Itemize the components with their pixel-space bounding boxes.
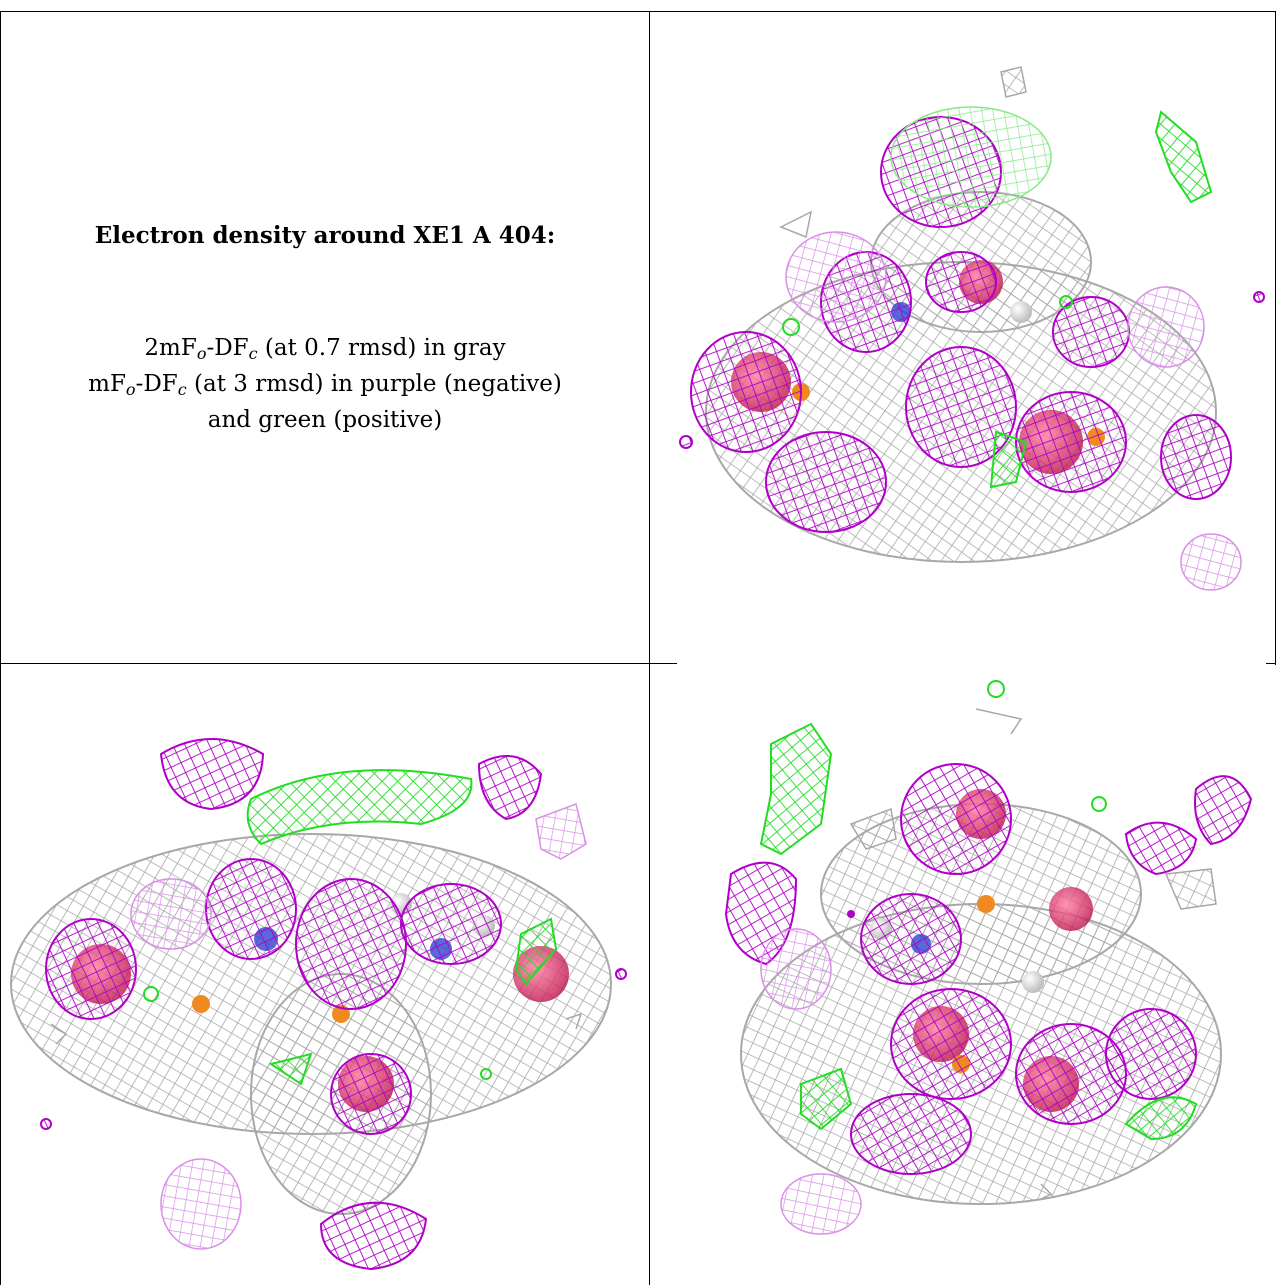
- divider-vertical: [649, 11, 650, 1285]
- caption-cell: Electron density around XE1 A 404: 2mFo-…: [2, 12, 648, 662]
- border-left: [0, 11, 1, 1285]
- density-render-bottom-right: [724, 680, 1253, 1235]
- legend-line1-main: 2mF: [144, 335, 197, 361]
- legend-line2-main: mF: [88, 371, 126, 397]
- legend-line-green: and green (positive): [207, 407, 443, 433]
- legend-line1-sub-o: o: [196, 344, 207, 363]
- legend-line2-mid: -DF: [135, 371, 178, 397]
- density-panel-bottom-left: [1, 664, 649, 1285]
- caption-title: Electron density around XE1 A 404:: [94, 222, 556, 249]
- divider-horizontal-tick: [1266, 663, 1276, 664]
- legend-line1-sub-c: c: [248, 344, 258, 363]
- caption-legend: 2mFo-DFc (at 0.7 rmsd) in gray mFo-DFc (…: [2, 330, 648, 438]
- legend-line2-sub-c: c: [177, 380, 187, 399]
- legend-line-gray: 2mFo-DFc (at 0.7 rmsd) in gray: [2, 330, 648, 366]
- legend-line1-rest: (at 0.7 rmsd) in gray: [257, 335, 506, 361]
- density-render-bottom-left: [10, 738, 627, 1271]
- divider-horizontal-left: [0, 663, 649, 664]
- legend-line-purple: mFo-DFc (at 3 rmsd) in purple (negative): [2, 366, 648, 402]
- density-render-top-right: [679, 66, 1265, 591]
- density-panel-top-right: [651, 12, 1275, 662]
- legend-line2-sub-o: o: [125, 380, 136, 399]
- density-panel-bottom-right: [651, 664, 1275, 1285]
- divider-horizontal-right: [649, 663, 677, 664]
- border-top: [0, 11, 1276, 12]
- legend-line2-rest: (at 3 rmsd) in purple (negative): [186, 371, 562, 397]
- legend-line1-mid: -DF: [206, 335, 249, 361]
